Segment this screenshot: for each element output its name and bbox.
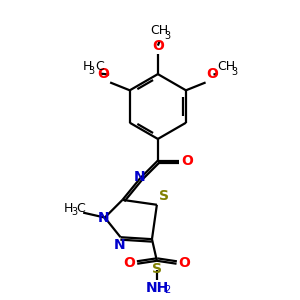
Text: NH: NH <box>145 281 169 296</box>
Text: 3: 3 <box>165 31 171 41</box>
Text: H: H <box>82 60 92 73</box>
Text: O: O <box>97 68 109 82</box>
Text: S: S <box>159 189 169 203</box>
Text: N: N <box>114 238 125 252</box>
Text: S: S <box>152 262 162 276</box>
Text: O: O <box>152 40 164 53</box>
Text: C: C <box>76 202 85 215</box>
Text: 3: 3 <box>231 67 237 76</box>
Text: O: O <box>182 154 193 168</box>
Text: 3: 3 <box>71 207 77 217</box>
Text: C: C <box>95 60 104 73</box>
Text: H: H <box>64 202 73 215</box>
Text: 3: 3 <box>88 66 94 76</box>
Text: CH: CH <box>218 60 236 73</box>
Text: 2: 2 <box>165 285 171 296</box>
Text: N: N <box>98 211 110 225</box>
Text: O: O <box>178 256 190 270</box>
Text: N: N <box>134 170 145 184</box>
Text: CH: CH <box>150 24 168 37</box>
Text: O: O <box>123 256 135 270</box>
Text: O: O <box>207 68 218 82</box>
